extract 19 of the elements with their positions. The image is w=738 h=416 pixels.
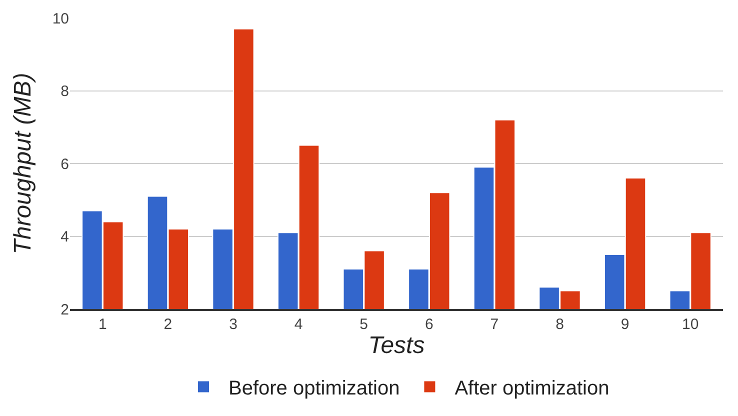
y-tick-label: 6: [60, 156, 69, 173]
y-axis-title: Throughput (MB): [9, 72, 36, 254]
x-tick-label: 8: [556, 316, 564, 333]
x-tick-label: 5: [360, 316, 368, 333]
legend-label: Before optimization: [228, 378, 400, 400]
y-tick-label: 2: [60, 301, 69, 318]
x-tick-label: 2: [164, 316, 172, 333]
x-tick-label: 3: [229, 316, 238, 333]
x-tick-label: 1: [98, 316, 107, 333]
x-tick-label: 10: [682, 316, 699, 333]
x-tick-label: 7: [490, 316, 499, 333]
y-tick-label: 10: [52, 10, 69, 28]
x-axis-title: Tests: [368, 332, 425, 359]
x-tick-label: 4: [294, 316, 303, 333]
y-tick-label: 4: [60, 228, 69, 246]
x-tick-label: 6: [424, 316, 434, 333]
legend-label: After optimization: [454, 378, 610, 400]
y-tick-label: 8: [60, 83, 69, 100]
x-tick-label: 9: [620, 316, 630, 333]
